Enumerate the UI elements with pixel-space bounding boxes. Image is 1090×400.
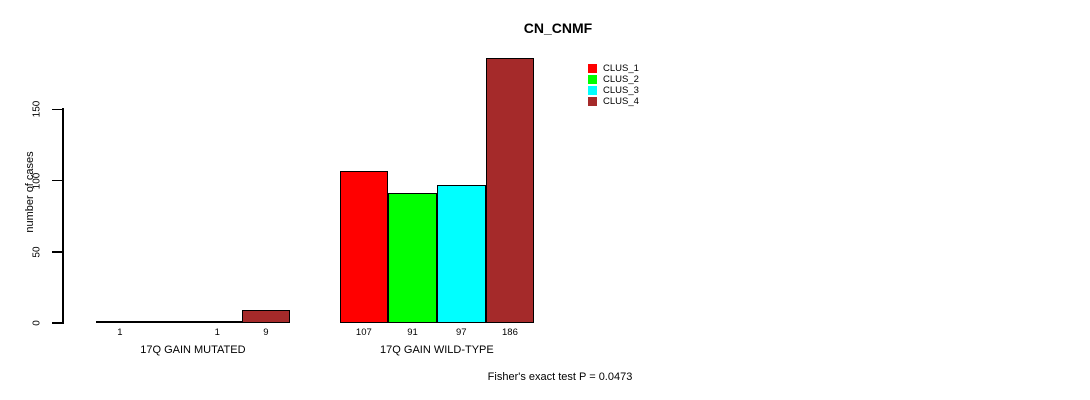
y-tick-label: 150	[31, 100, 43, 118]
legend-label: CLUS_3	[603, 85, 639, 96]
bar-value-label: 91	[407, 327, 418, 338]
y-tick-mark	[52, 251, 62, 253]
legend-item-clus_4: CLUS_4	[588, 96, 639, 107]
legend-item-clus_3: CLUS_3	[588, 85, 639, 96]
y-tick-mark	[52, 108, 62, 110]
bar-value-label: 97	[455, 327, 467, 338]
y-tick-label: 0	[31, 320, 43, 326]
bar-clus_1	[339, 170, 389, 323]
legend-item-clus_2: CLUS_2	[588, 74, 639, 85]
chart-title: CN_CNMF	[523, 20, 593, 36]
legend-swatch-icon	[588, 75, 597, 84]
y-tick-label: 50	[31, 246, 43, 258]
legend-label: CLUS_2	[603, 74, 639, 85]
legend-swatch-icon	[588, 64, 597, 73]
legend-swatch-icon	[588, 97, 597, 106]
y-tick-mark	[52, 179, 62, 182]
group-label: 17Q GAIN WILD-TYPE	[380, 344, 494, 356]
y-tick-label: 100	[31, 172, 43, 189]
bar-clus_4	[241, 310, 291, 323]
legend-item-clus_1: CLUS_1	[588, 63, 639, 74]
y-axis-label: number of cases	[24, 151, 36, 233]
bar-clus_1	[95, 321, 145, 323]
bar-clus_4	[485, 57, 535, 323]
legend-label: CLUS_4	[603, 96, 639, 107]
fisher-test-footnote: Fisher's exact test P = 0.0473	[487, 371, 633, 383]
bar-value-label: 1	[117, 327, 123, 338]
bar-value-label: 107	[355, 327, 372, 338]
legend-label: CLUS_1	[603, 63, 639, 74]
bar-clus_3	[192, 321, 242, 323]
bar-value-label: 186	[502, 327, 518, 338]
y-tick-mark	[52, 322, 62, 324]
legend-swatch-icon	[588, 86, 597, 95]
bar-clus_2	[388, 193, 437, 323]
bar-clus_2	[144, 321, 193, 323]
bar-value-label: 1	[214, 327, 220, 338]
y-axis-line	[62, 108, 64, 324]
legend: CLUS_1 CLUS_2 CLUS_3 CLUS_4	[588, 63, 639, 107]
bar-clus_3	[436, 184, 486, 323]
bar-value-label: 9	[263, 327, 269, 338]
group-label: 17Q GAIN MUTATED	[140, 344, 246, 356]
